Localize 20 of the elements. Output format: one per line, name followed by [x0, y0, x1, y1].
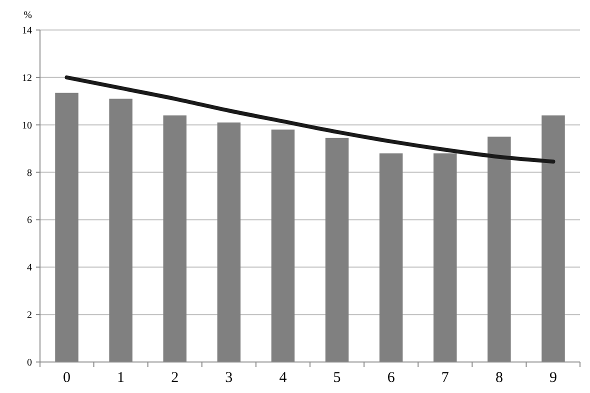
y-tick-label: 10 [22, 120, 32, 132]
x-tick-label: 9 [549, 370, 557, 386]
y-tick-label: 0 [27, 358, 32, 368]
x-tick-label: 1 [117, 370, 125, 386]
y-axis-title: % [24, 10, 32, 21]
y-tick-label: 2 [27, 310, 32, 322]
x-tick-label: 0 [63, 370, 71, 386]
x-tick-label: 5 [333, 370, 341, 386]
x-tick-label: 4 [279, 370, 288, 386]
x-tick-label: 8 [495, 370, 503, 386]
x-tick-label: 7 [441, 370, 450, 386]
y-tick-label: 12 [22, 72, 32, 84]
y-tick-label: 14 [22, 26, 32, 36]
x-tick-label: 2 [171, 370, 179, 386]
y-tick-label: 8 [27, 168, 32, 179]
y-tick-label: 6 [27, 215, 32, 226]
x-tick-label: 3 [225, 370, 233, 386]
x-tick-label: 6 [387, 370, 396, 386]
y-tick-label: 4 [27, 262, 32, 274]
line-series [64, 75, 556, 164]
